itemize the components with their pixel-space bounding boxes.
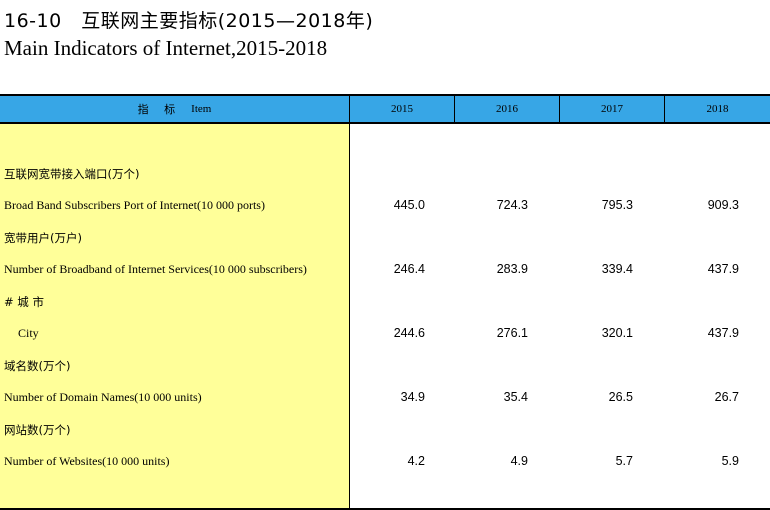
cell-value: 437.9 <box>707 326 739 340</box>
cell-value: 26.5 <box>608 390 633 404</box>
cell-value: 795.3 <box>601 198 633 212</box>
cell-value: 35.4 <box>503 390 528 404</box>
row-label-cn: 网站数(万个) <box>4 423 71 437</box>
cell-value: 246.4 <box>393 262 425 276</box>
header-item: 指 标 Item <box>0 94 350 124</box>
table-bottom-border <box>0 508 770 510</box>
header-year-2018: 2018 <box>665 94 770 124</box>
row-label-en: Number of Websites(10 000 units) <box>4 454 170 468</box>
header-year-2017: 2017 <box>560 94 665 124</box>
cell-value: 276.1 <box>496 326 528 340</box>
cell-value: 4.9 <box>510 454 528 468</box>
cell-value: 4.2 <box>407 454 425 468</box>
indicators-table: 指 标 Item 2015 2016 2017 2018 互联网宽带接入端口(万… <box>0 94 770 510</box>
row-label-en: Number of Domain Names(10 000 units) <box>4 390 202 404</box>
cell-value: 244.6 <box>393 326 425 340</box>
cell-value: 724.3 <box>496 198 528 212</box>
cell-value: 283.9 <box>496 262 528 276</box>
row-label-cn: 宽带用户(万户) <box>4 231 82 245</box>
cell-value: 909.3 <box>707 198 739 212</box>
cell-value: 339.4 <box>601 262 633 276</box>
item-column <box>0 124 350 508</box>
row-label-cn: # 城 市 <box>4 295 44 309</box>
cell-value: 437.9 <box>707 262 739 276</box>
row-label-en: City <box>18 326 39 340</box>
cell-value: 445.0 <box>393 198 425 212</box>
cell-value: 34.9 <box>400 390 425 404</box>
header-year-2016: 2016 <box>455 94 560 124</box>
cell-value: 26.7 <box>714 390 739 404</box>
header-item-cn: 指 标 <box>137 103 182 116</box>
page-title-english: Main Indicators of Internet,2015-2018 <box>4 36 328 60</box>
cell-value: 5.7 <box>615 454 633 468</box>
row-label-cn: 域名数(万个) <box>4 359 71 373</box>
row-label-en: Broad Band Subscribers Port of Internet(… <box>4 198 265 212</box>
row-label-cn: 互联网宽带接入端口(万个) <box>4 167 140 181</box>
page-title-chinese: 16-10 互联网主要指标(2015—2018年) <box>4 10 374 32</box>
row-label-en: Number of Broadband of Internet Services… <box>4 262 307 276</box>
header-year-2015: 2015 <box>350 94 455 124</box>
cell-value: 5.9 <box>721 454 739 468</box>
cell-value: 320.1 <box>601 326 633 340</box>
header-item-en: Item <box>191 103 212 115</box>
